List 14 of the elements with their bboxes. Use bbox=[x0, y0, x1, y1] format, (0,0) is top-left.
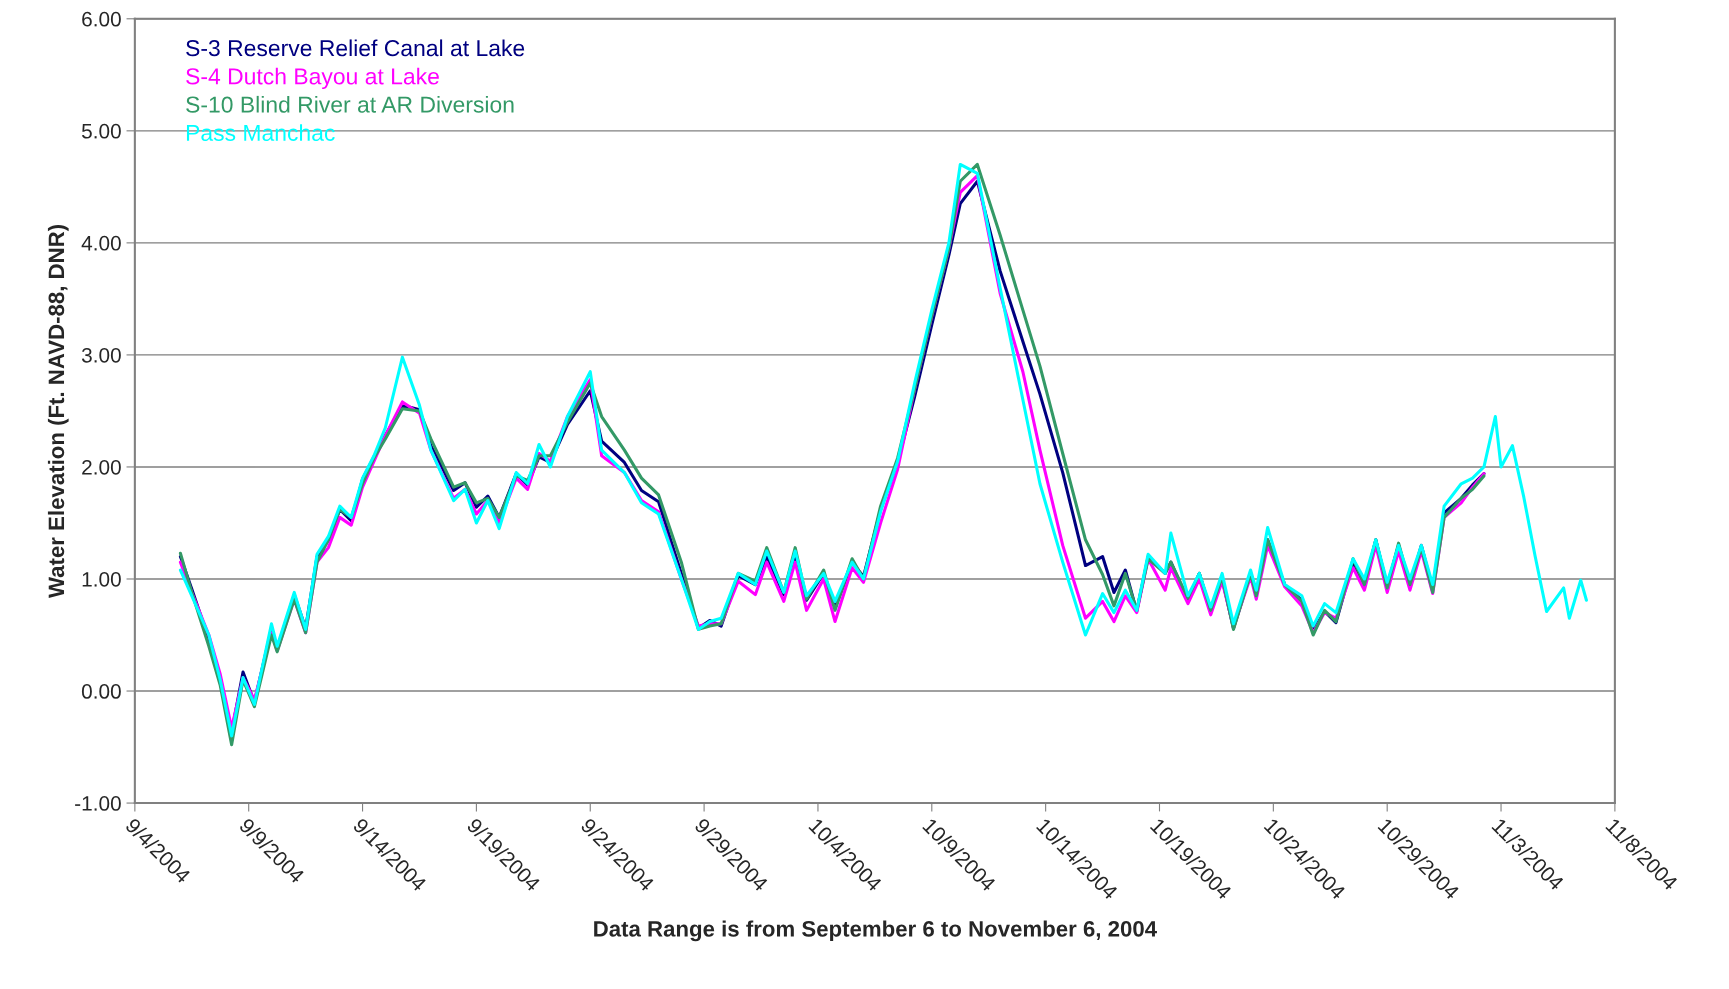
y-tick-label: 1.00 bbox=[82, 571, 121, 587]
y-tick-label: 6.00 bbox=[82, 11, 121, 27]
x-axis-title: Data Range is from September 6 to November 6, 2004 bbox=[594, 920, 1157, 942]
y-tick-label: 4.00 bbox=[81, 235, 121, 251]
text: S-10 Blind River at AR Diversion bbox=[186, 95, 514, 113]
text: Pass Manchac bbox=[186, 124, 335, 141]
y-tick-label: 3.00 bbox=[81, 347, 121, 363]
y-tick-label: 2.00 bbox=[82, 459, 121, 475]
y-tick-label: -1.00 bbox=[75, 796, 121, 811]
y-tick-label: 5.00 bbox=[81, 123, 121, 139]
y-tick-label: 0.00 bbox=[81, 684, 121, 699]
text: S-3 Reserve Relief Canal at Lake bbox=[186, 39, 525, 57]
text: S-4 Dutch Bayou at Lake bbox=[186, 67, 439, 90]
y-axis-title: Water Elevation (Ft. NAVD-88, DNR) bbox=[47, 224, 69, 598]
